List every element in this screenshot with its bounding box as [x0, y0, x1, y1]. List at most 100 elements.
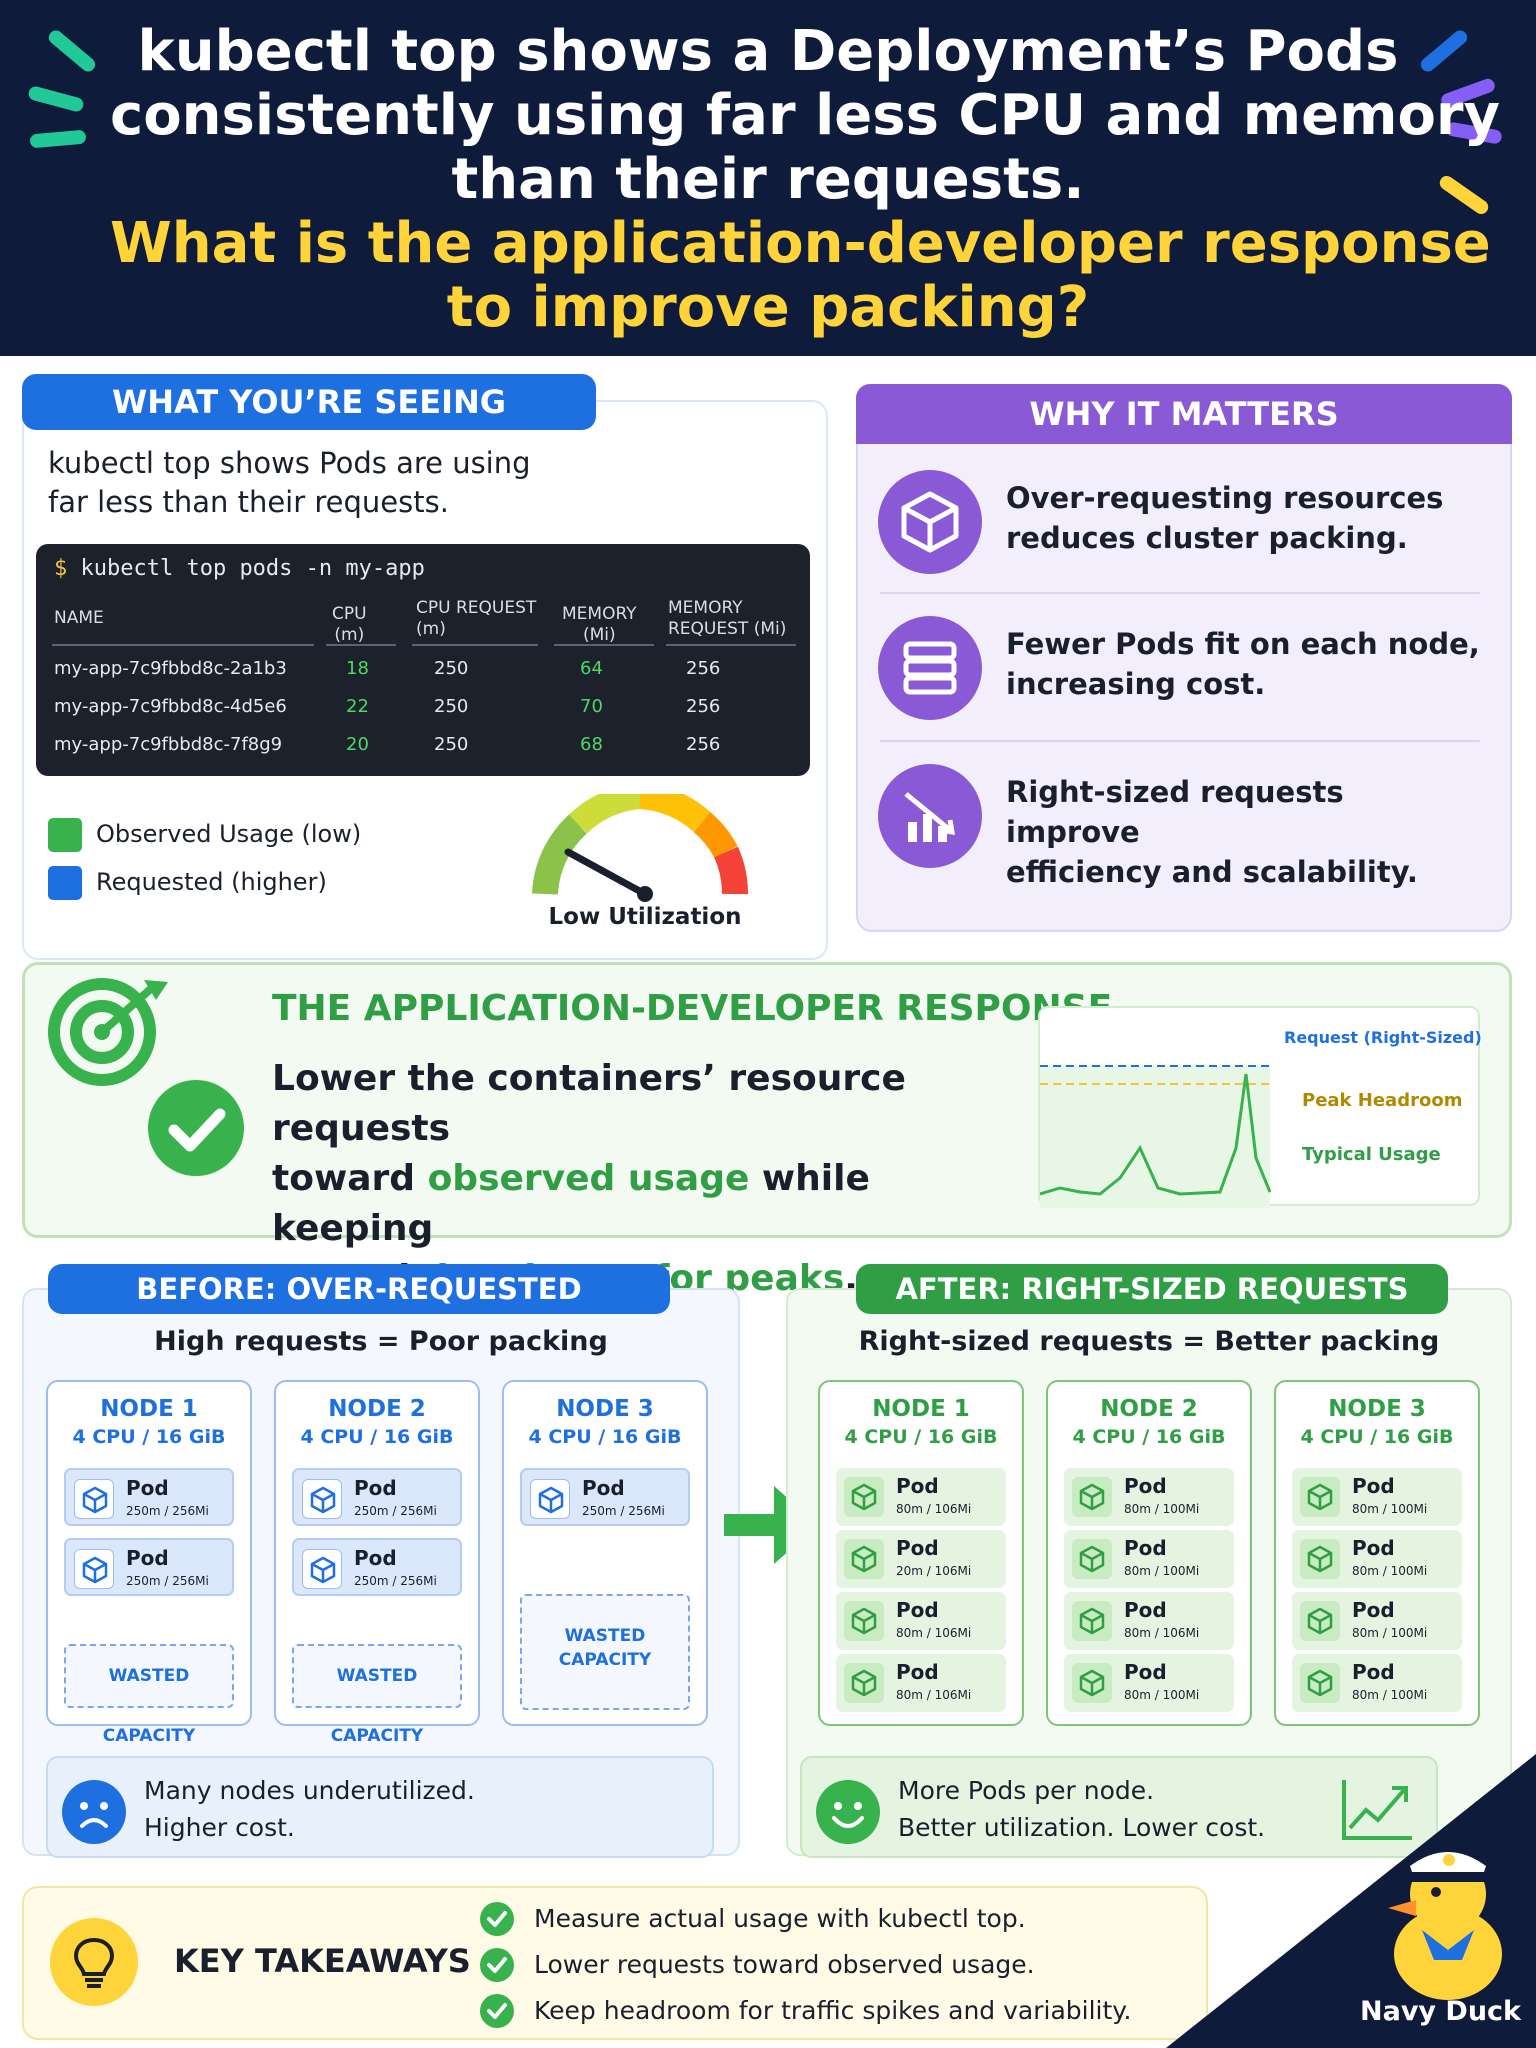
col-divider — [412, 644, 538, 646]
header-banner: kubectl top shows a Deployment’s Pods co… — [0, 0, 1536, 356]
node-title: NODE 1 — [872, 1396, 970, 1422]
decor-burst — [27, 84, 85, 114]
cube-icon — [1072, 1601, 1112, 1641]
pod: Pod 250m / 256Mi — [64, 1468, 234, 1526]
node-capacity: 4 CPU / 16 GiB — [72, 1426, 226, 1448]
pod: Pod 80m / 100Mi — [1292, 1654, 1462, 1712]
seeing-description: kubectl top shows Pods are using far les… — [48, 446, 531, 519]
legend-swatch-usage — [48, 818, 82, 852]
node-title: NODE 3 — [1328, 1396, 1426, 1422]
before-node-1: NODE 1 4 CPU / 16 GiB Pod 250m / 256Mi Po… — [46, 1380, 252, 1746]
cell-memory: 68 — [580, 734, 603, 755]
pod: Pod 80m / 100Mi — [1292, 1468, 1462, 1526]
node-title: NODE 3 — [556, 1396, 654, 1422]
wasted-capacity: WASTED CAPACITY — [292, 1644, 462, 1746]
decor-burst — [46, 27, 98, 75]
terminal-command: $ kubectl top pods -n my-app — [54, 556, 425, 581]
after-node-3: NODE 3 4 CPU / 16 GiB Pod 80m / 100Mi Pod… — [1274, 1380, 1480, 1726]
before-node-2: NODE 2 4 CPU / 16 GiB Pod 250m / 256Mi Po… — [274, 1380, 480, 1746]
before-node-3: NODE 3 4 CPU / 16 GiB Pod 250m / 256Mi WA… — [502, 1380, 708, 1726]
after-node-2: NODE 2 4 CPU / 16 GiB Pod 80m / 100Mi Pod… — [1046, 1380, 1252, 1726]
cube-icon — [302, 1479, 342, 1519]
legend-label-requested: Requested (higher) — [96, 868, 327, 896]
cell-memory: 64 — [580, 658, 603, 679]
wasted-capacity: WASTED CAPACITY — [64, 1644, 234, 1746]
check-icon — [480, 1948, 514, 1982]
cube-icon — [530, 1479, 570, 1519]
target-icon — [48, 978, 168, 1086]
cell-cpu-request: 250 — [434, 696, 469, 717]
col-divider — [326, 644, 396, 646]
cell-cpu-request: 250 — [434, 734, 469, 755]
cube-icon — [844, 1539, 884, 1579]
before-heading: BEFORE: OVER-REQUESTED — [48, 1264, 670, 1314]
takeaways-panel — [22, 1886, 1208, 2040]
cube-icon — [74, 1479, 114, 1519]
cell-memory-request: 256 — [686, 696, 721, 717]
node-capacity: 4 CPU / 16 GiB — [1072, 1426, 1226, 1448]
cube-icon — [74, 1549, 114, 1589]
pod: Pod 80m / 106Mi — [836, 1468, 1006, 1526]
pod: Pod 80m / 100Mi — [1064, 1468, 1234, 1526]
after-subtitle: Right-sized requests = Better packing — [858, 1326, 1440, 1357]
cube-icon — [1072, 1539, 1112, 1579]
node-capacity: 4 CPU / 16 GiB — [1300, 1426, 1454, 1448]
cube-icon — [844, 1663, 884, 1703]
cube-icon — [844, 1477, 884, 1517]
server-icon — [878, 616, 982, 720]
after-heading: AFTER: RIGHT-SIZED REQUESTS — [856, 1264, 1448, 1314]
after-node-1: NODE 1 4 CPU / 16 GiB Pod 80m / 106Mi Pod… — [818, 1380, 1024, 1726]
pod: Pod 80m / 106Mi — [836, 1592, 1006, 1650]
cell-memory-request: 256 — [686, 658, 721, 679]
cell-cpu-request: 250 — [434, 658, 469, 679]
pod: Pod 20m / 106Mi — [836, 1530, 1006, 1588]
brand-name: Navy Duck — [1360, 1996, 1522, 2027]
pod: Pod 250m / 256Mi — [292, 1468, 462, 1526]
why-divider — [880, 740, 1480, 742]
col-divider — [554, 644, 654, 646]
pod: Pod 80m / 100Mi — [1064, 1654, 1234, 1712]
cube-icon — [844, 1601, 884, 1641]
cell-name: my-app-7c9fbbd8c-2a1b3 — [54, 658, 287, 679]
duck-mascot-icon — [1388, 1852, 1502, 2000]
legend-label-usage: Observed Usage (low) — [96, 820, 362, 848]
legend-swatch-requested — [48, 866, 82, 900]
why-item-1: Over-requesting resources reduces cluster… — [1006, 481, 1444, 555]
cube-icon — [1300, 1477, 1340, 1517]
before-status: Many nodes underutilized. Higher cost. — [46, 1756, 714, 1858]
col-memory: MEMORY (Mi) — [562, 604, 637, 645]
why-item-3: Right-sized requests improve efficiency a… — [1006, 775, 1418, 889]
cube-icon — [1300, 1663, 1340, 1703]
seeing-heading: WHAT YOU’RE SEEING — [22, 374, 596, 430]
node-capacity: 4 CPU / 16 GiB — [300, 1426, 454, 1448]
cube-icon — [1300, 1601, 1340, 1641]
page-question: What is the application-developer respon… — [110, 211, 1491, 340]
node-capacity: 4 CPU / 16 GiB — [528, 1426, 682, 1448]
why-heading: WHY IT MATTERS — [856, 384, 1512, 444]
sad-face-icon — [62, 1780, 126, 1844]
happy-face-icon — [816, 1780, 880, 1844]
cube-icon — [1300, 1539, 1340, 1579]
chart-label-request: Request (Right-Sized) — [1284, 1028, 1482, 1047]
why-item-2: Fewer Pods fit on each node, increasing c… — [1006, 627, 1480, 701]
cell-name: my-app-7c9fbbd8c-4d5e6 — [54, 696, 287, 717]
pod: Pod 80m / 106Mi — [1064, 1592, 1234, 1650]
cell-cpu: 22 — [346, 696, 369, 717]
pod: Pod 80m / 100Mi — [1292, 1592, 1462, 1650]
col-divider — [666, 644, 796, 646]
node-title: NODE 2 — [328, 1396, 426, 1422]
col-memory-request: MEMORY REQUEST (Mi) — [668, 598, 787, 639]
after-status: More Pods per node. Better utilization. L… — [800, 1756, 1438, 1858]
pod: Pod 80m / 106Mi — [836, 1654, 1006, 1712]
decor-burst — [29, 129, 87, 149]
lightbulb-icon — [50, 1918, 138, 2006]
cube-icon — [1072, 1663, 1112, 1703]
cube-icon — [878, 470, 982, 574]
chart-label-typical: Typical Usage — [1302, 1144, 1441, 1165]
cell-cpu: 20 — [346, 734, 369, 755]
check-circle-icon — [148, 1080, 244, 1176]
before-subtitle: High requests = Poor packing — [154, 1326, 608, 1357]
terminal-window: $ kubectl top pods -n my-app NAME CPU (m)… — [36, 544, 810, 776]
takeaways-heading: KEY TAKEAWAYS — [174, 1942, 471, 1980]
usage-headroom-chart: Request (Right-Sized) Peak Headroom Typi… — [1038, 1006, 1482, 1208]
